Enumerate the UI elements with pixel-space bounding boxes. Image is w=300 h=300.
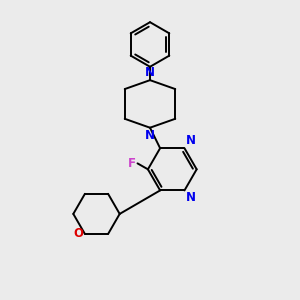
Text: N: N	[186, 134, 196, 147]
Text: O: O	[74, 227, 83, 241]
Text: F: F	[128, 157, 136, 170]
Text: N: N	[186, 191, 196, 204]
Text: N: N	[145, 129, 155, 142]
Text: N: N	[145, 66, 155, 79]
